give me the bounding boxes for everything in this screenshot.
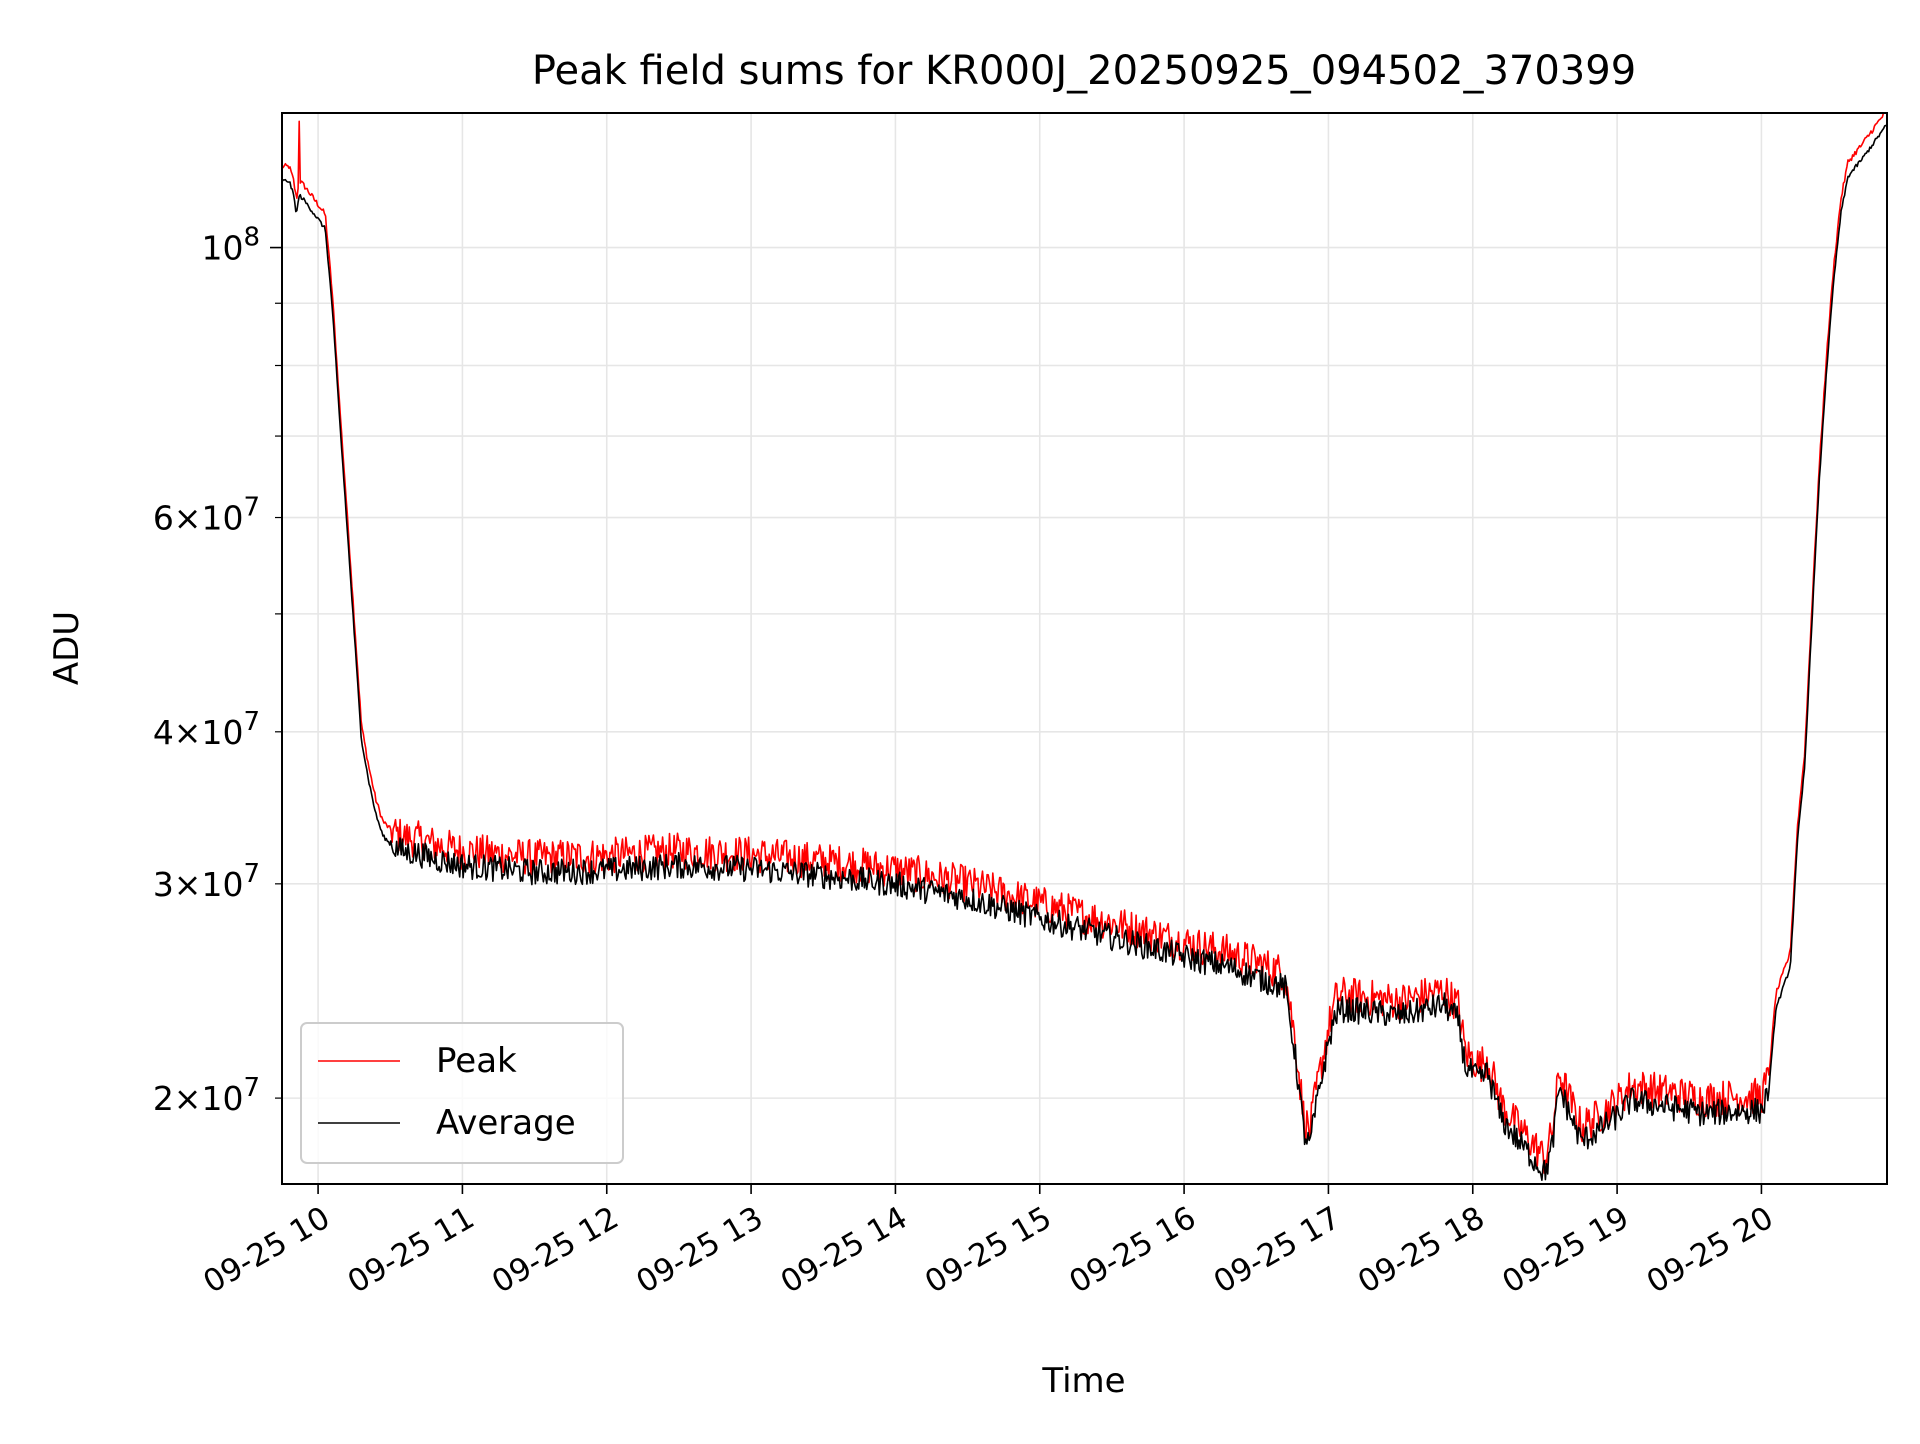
- y-tick-label: 2×107: [153, 1073, 260, 1118]
- series-line-average: [282, 123, 1887, 1181]
- legend-average-label: Average: [436, 1103, 576, 1143]
- plot-area-frame: [281, 112, 1888, 1185]
- y-axis-label: ADU: [47, 611, 87, 685]
- x-axis-label: Time: [1041, 1361, 1125, 1401]
- chart-title: Peak field sums for KR000J_20250925_0945…: [532, 48, 1636, 94]
- legend: Peak Average: [300, 1022, 624, 1164]
- y-tick-label: 4×107: [153, 707, 260, 752]
- y-tick-label: 6×107: [153, 493, 260, 538]
- legend-frame: [300, 1022, 624, 1164]
- y-tick-label: 3×107: [153, 859, 260, 904]
- grid-lines: [282, 113, 1887, 1184]
- series-lines: [282, 113, 1887, 1181]
- legend-peak-label: Peak: [436, 1041, 517, 1081]
- y-tick-label: 108: [201, 223, 260, 268]
- y-axis-ticks: 108 2×107 3×107 4×107 6×107: [153, 223, 282, 1118]
